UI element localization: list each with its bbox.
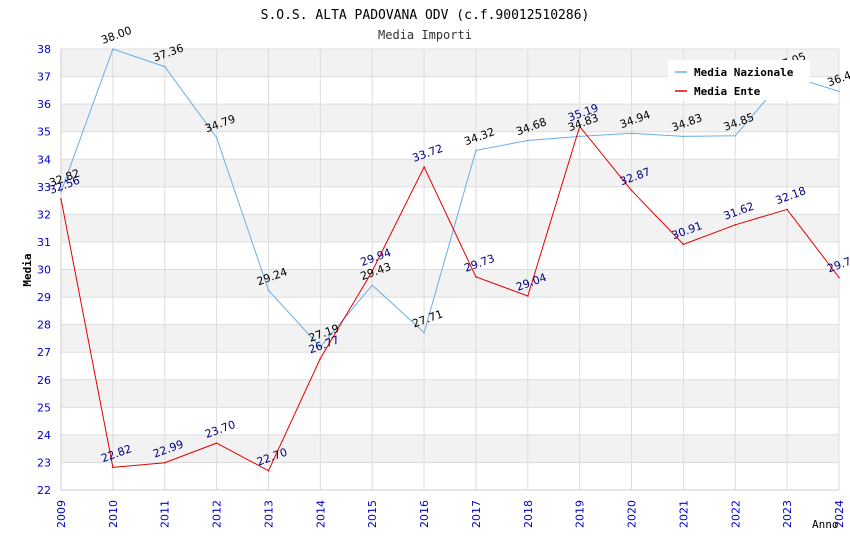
y-axis-label: Media <box>21 253 34 286</box>
x-tick-label: 2022 <box>729 500 742 528</box>
data-point-media-ente <box>838 276 840 279</box>
plot-band <box>61 407 839 435</box>
data-point-media-ente <box>112 466 114 469</box>
plot-band <box>61 297 839 325</box>
x-tick-label: 2012 <box>211 500 224 528</box>
data-label-media-nazionale: 38.00 <box>99 24 133 47</box>
chart-title: S.O.S. ALTA PADOVANA ODV (c.f.9001251028… <box>261 8 590 23</box>
data-point-media-ente <box>371 270 374 272</box>
y-tick-label: 24 <box>37 429 51 442</box>
x-tick-label: 2023 <box>781 500 794 528</box>
data-point-media-nazionale <box>838 90 840 93</box>
data-point-media-nazionale <box>319 346 322 348</box>
data-point-media-nazionale <box>267 289 270 292</box>
data-point-media-ente <box>319 357 322 360</box>
legend-label-media-ente: Media Ente <box>694 85 761 98</box>
data-point-media-ente <box>578 125 581 128</box>
data-point-media-ente <box>527 295 529 297</box>
data-point-media-ente <box>786 208 788 211</box>
chart-subtitle: Media Importi <box>378 28 472 42</box>
x-tick-label: 2011 <box>159 500 172 528</box>
plot-band <box>61 434 839 463</box>
x-tick-label: 2009 <box>55 500 68 528</box>
grid-lines <box>60 48 840 491</box>
x-tick-label: 2020 <box>626 500 639 528</box>
data-point-media-ente <box>682 243 685 246</box>
data-point-media-nazionale <box>475 149 477 152</box>
legend: Media Nazionale Media Ente <box>668 60 810 100</box>
plot-band <box>61 159 839 187</box>
x-tick-label: 2015 <box>366 500 379 528</box>
y-tick-label: 23 <box>37 456 51 469</box>
y-tick-label: 31 <box>37 236 51 249</box>
x-tick-label: 2021 <box>677 500 690 528</box>
plot-band <box>61 186 839 215</box>
data-point-media-ente <box>215 442 218 444</box>
plot-band <box>61 241 839 270</box>
x-tick-label: 2016 <box>418 500 431 528</box>
data-point-media-ente <box>163 461 166 464</box>
y-tick-label: 22 <box>37 484 51 497</box>
y-tick-label: 27 <box>37 346 51 359</box>
x-tick-label: 2013 <box>262 500 275 528</box>
plot-band <box>61 324 839 353</box>
x-tick-label: 2017 <box>470 500 483 528</box>
y-tick-label: 30 <box>37 264 51 277</box>
series-line-media-nazionale <box>60 48 840 348</box>
plot-background-bands <box>61 49 839 490</box>
data-point-media-ente <box>60 198 62 200</box>
plot-band <box>61 462 839 490</box>
legend-box <box>668 60 810 100</box>
y-tick-label: 34 <box>37 153 51 166</box>
y-tick-label: 37 <box>37 71 51 84</box>
data-point-media-nazionale <box>423 331 425 334</box>
plot-band <box>61 214 839 242</box>
x-axis-label: Anno <box>812 518 839 531</box>
data-point-media-ente <box>734 224 737 226</box>
y-tick-label: 33 <box>37 181 51 194</box>
data-point-media-ente <box>423 166 425 168</box>
y-tick-label: 28 <box>37 319 51 332</box>
data-point-media-nazionale <box>371 284 374 287</box>
x-tick-label: 2019 <box>574 500 587 528</box>
plot-band <box>61 269 839 298</box>
series-line-media-ente <box>60 125 840 472</box>
x-tick-label: 2014 <box>314 500 327 528</box>
data-point-media-ente <box>267 469 270 472</box>
y-tick-label: 38 <box>37 43 51 56</box>
series-lines <box>60 48 840 472</box>
data-point-media-nazionale <box>112 48 114 50</box>
data-point-media-ente <box>630 189 633 192</box>
data-point-media-nazionale <box>734 135 737 137</box>
data-point-media-nazionale <box>630 132 633 135</box>
data-point-media-nazionale <box>60 190 62 193</box>
data-point-media-nazionale <box>215 136 218 139</box>
data-point-media-nazionale <box>682 135 685 138</box>
y-tick-label: 35 <box>37 126 51 139</box>
data-point-media-nazionale <box>527 139 529 142</box>
y-tick-label: 25 <box>37 401 51 414</box>
data-point-media-ente <box>475 276 477 278</box>
x-tick-label: 2010 <box>107 500 120 528</box>
y-tick-label: 36 <box>37 98 51 111</box>
data-point-media-nazionale <box>578 135 581 138</box>
x-tick-label: 2024 <box>833 500 846 528</box>
plot-band <box>61 104 839 132</box>
plot-band <box>61 352 839 380</box>
legend-label-media-nazionale: Media Nazionale <box>694 66 794 79</box>
plot-band <box>61 379 839 408</box>
x-axis-ticks: 2009 2010 2011 2012 2013 2014 2015 2016 2017 2018… <box>55 500 846 528</box>
y-axis-ticks: 22 23 24 25 26 27 28 29 30 31 32 33 34 35 36 37 38 <box>37 43 51 497</box>
x-tick-label: 2018 <box>522 500 535 528</box>
data-point-media-nazionale <box>163 65 166 68</box>
y-tick-label: 29 <box>37 291 51 304</box>
y-tick-label: 26 <box>37 374 51 387</box>
y-tick-label: 32 <box>37 208 51 221</box>
